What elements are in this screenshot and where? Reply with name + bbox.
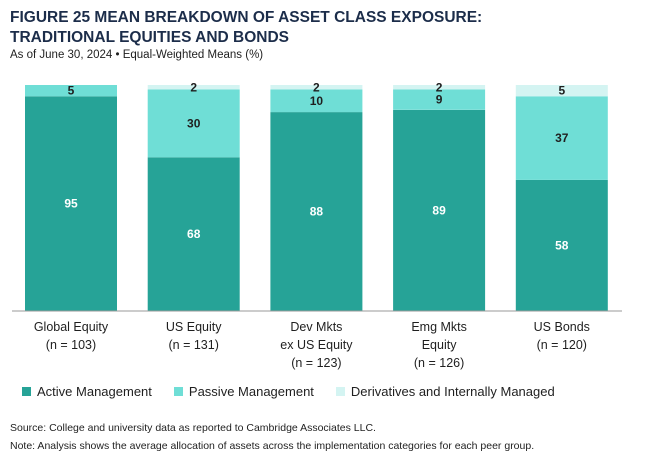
data-label-active-4: 58 [555,239,569,253]
legend-item-active: Active Management [22,384,152,399]
legend-item-derivatives: Derivatives and Internally Managed [335,384,555,399]
x-tick-label-4-1: (n = 120) [537,338,587,352]
x-tick-label-1-1: (n = 131) [169,338,219,352]
analysis-note: Note: Analysis shows the average allocat… [10,440,535,452]
legend-label-active: Active Management [37,384,152,399]
title-line-1: FIGURE 25 MEAN BREAKDOWN OF ASSET CLASS … [10,9,483,26]
legend: Active Management Passive Management Der… [22,384,577,399]
bar-segment-passive-2 [270,89,363,113]
legend-swatch-derivatives [335,387,345,396]
bar-segment-passive-1 [147,89,240,158]
bar-segment-derivatives-2 [270,85,363,90]
data-label-derivatives-3: 2 [436,80,443,94]
bar-segment-passive-0 [25,85,117,97]
bar-segment-active-0 [25,96,117,311]
x-tick-label-1-0: US Equity [166,320,222,334]
bar-segment-derivatives-1 [147,85,240,90]
data-label-passive-4: 37 [555,131,569,145]
x-tick-label-2-0: Dev Mkts [290,320,342,334]
bar-segment-passive-3 [393,89,486,110]
data-label-passive-3: 9 [436,93,443,107]
legend-swatch-active [22,387,31,396]
data-label-passive-0: 5 [68,84,75,98]
x-tick-label-3-1: Equity [422,338,457,352]
bar-segment-active-2 [270,112,363,311]
data-label-active-2: 88 [310,205,324,219]
data-label-passive-2: 10 [310,94,324,108]
data-label-active-0: 95 [64,197,78,211]
bar-segment-derivatives-4 [515,85,608,97]
data-label-derivatives-1: 2 [190,80,197,94]
chart-title: FIGURE 25 MEAN BREAKDOWN OF ASSET CLASS … [10,8,650,48]
x-tick-label-3-2: (n = 126) [414,356,464,370]
x-tick-label-2-1: ex US Equity [280,338,353,352]
x-tick-label-4-0: US Bonds [534,320,590,334]
x-tick-label-2-2: (n = 123) [291,356,341,370]
x-tick-label-0-0: Global Equity [34,320,109,334]
bar-segment-active-3 [393,109,486,312]
x-tick-label-0-1: (n = 103) [46,338,96,352]
legend-label-derivatives: Derivatives and Internally Managed [350,384,555,399]
data-label-active-3: 89 [432,203,446,217]
bar-segment-active-1 [147,157,240,311]
data-label-active-1: 68 [187,227,201,241]
legend-swatch-passive [173,387,183,396]
legend-label-passive: Passive Management [188,384,314,399]
data-label-derivatives-2: 2 [313,80,320,94]
legend-item-passive: Passive Management [173,384,314,399]
title-line-2: TRADITIONAL EQUITIES AND BONDS [10,29,290,46]
x-tick-label-3-0: Emg Mkts [411,320,467,334]
bar-segment-derivatives-3 [393,85,486,90]
chart-subtitle: As of June 30, 2024 • Equal-Weighted Mea… [10,49,264,61]
data-label-passive-1: 30 [187,116,201,130]
data-label-derivatives-4: 5 [558,84,565,98]
footnotes: Source: College and university data as r… [10,419,534,455]
source-note: Source: College and university data as r… [10,422,376,434]
bar-segment-active-4 [515,179,608,311]
bar-segment-passive-4 [515,96,608,180]
